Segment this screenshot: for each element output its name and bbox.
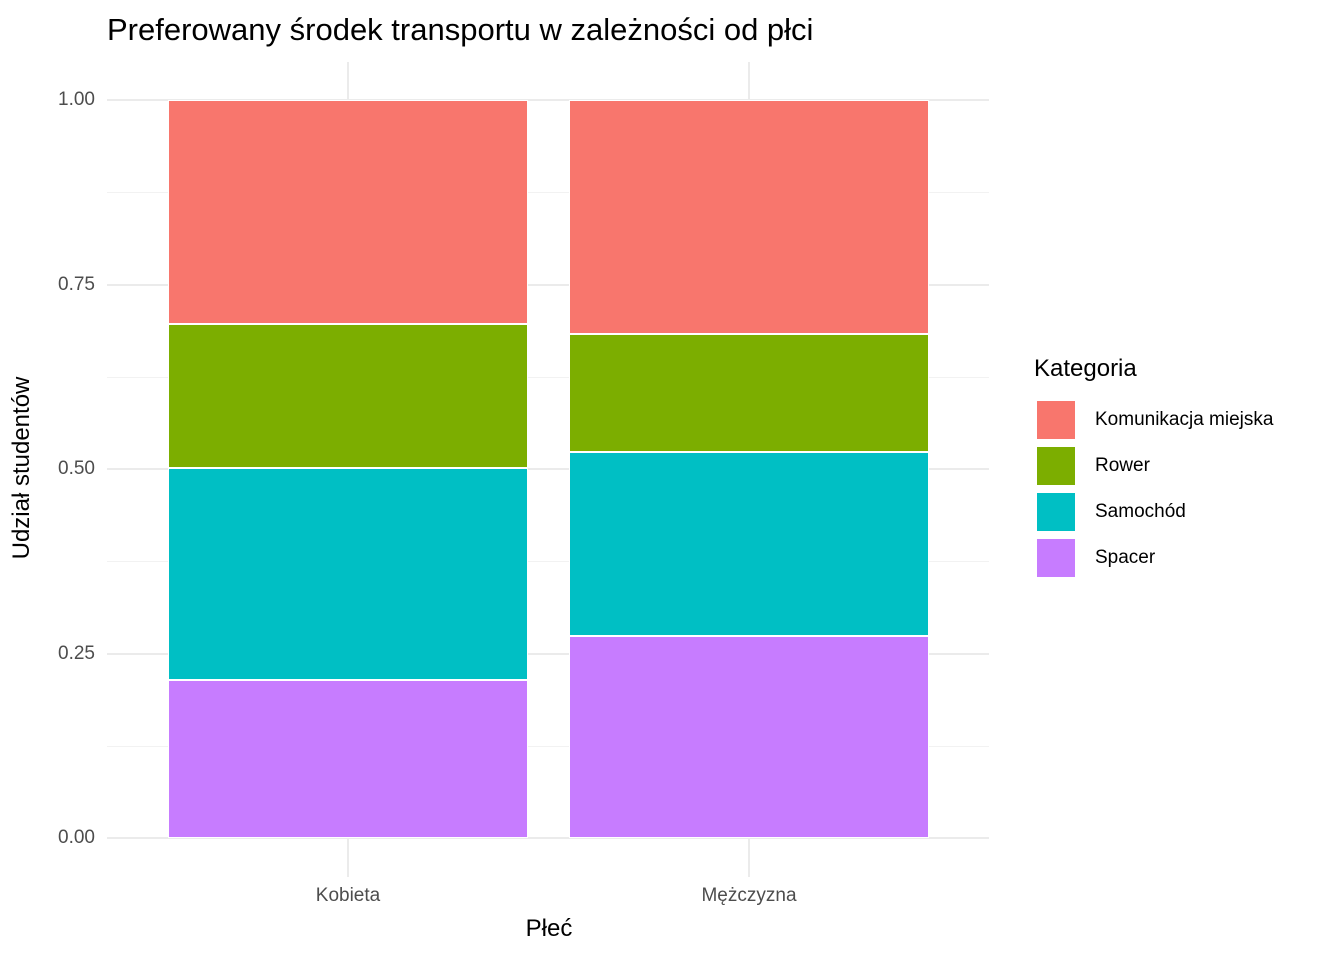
major-gridline [107, 99, 989, 101]
x-tick-label: Kobieta [315, 885, 381, 906]
x-tick-label: Mężczyzna [701, 885, 797, 906]
legend-label: Komunikacja miejska [1095, 409, 1274, 430]
x-axis-label: Płeć [525, 915, 573, 942]
legend-swatch [1036, 446, 1076, 486]
bar-segment [569, 100, 929, 334]
minor-gridline [107, 376, 989, 378]
major-gridline [107, 652, 989, 655]
bar-segment [569, 452, 929, 636]
legend-swatch [1036, 492, 1076, 532]
y-tick-label: 0.00 [58, 827, 95, 848]
legend-title: Kategoria [1034, 355, 1137, 382]
legend-label: Spacer [1095, 547, 1156, 568]
major-gridline [107, 468, 989, 470]
y-tick-label: 0.50 [58, 458, 95, 479]
legend-swatch [1036, 400, 1076, 440]
y-tick-label: 1.00 [58, 89, 95, 110]
y-tick-label: 0.25 [58, 642, 95, 664]
bar-segment [569, 333, 929, 453]
minor-gridline [107, 745, 989, 747]
bar-segment [168, 100, 528, 325]
chart-title: Preferowany środek transportu w zależnoś… [107, 12, 814, 47]
legend-swatch [1036, 538, 1076, 578]
major-gridline [107, 837, 989, 839]
y-tick-label: 0.75 [58, 273, 95, 295]
legend-label: Samochód [1095, 501, 1186, 522]
bar-segment [168, 680, 528, 838]
major-gridline [107, 283, 989, 286]
legend-label: Rower [1095, 455, 1150, 476]
bar-segment [569, 635, 929, 838]
bar-segment [168, 324, 528, 469]
minor-gridline [107, 192, 989, 194]
bar-segment [168, 468, 528, 681]
minor-gridline [107, 561, 989, 563]
